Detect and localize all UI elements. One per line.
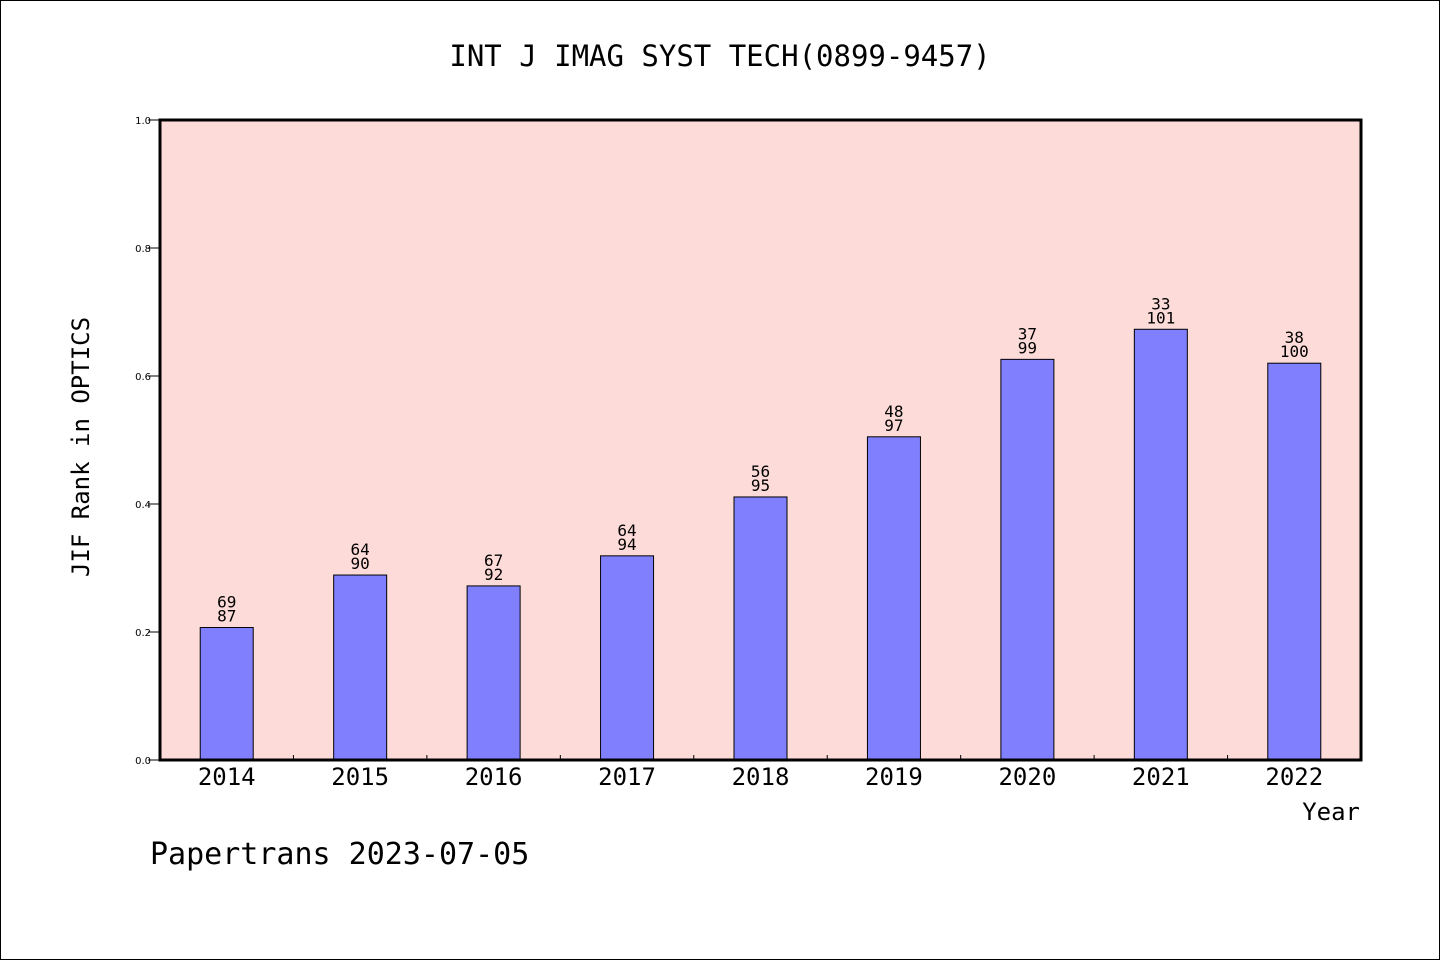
x-tick-label-2014: 2014: [198, 763, 256, 791]
bar-2014: [199, 627, 254, 761]
x-tick-label-2016: 2016: [465, 763, 523, 791]
bar-2021: [1133, 328, 1188, 761]
total-label-2016: 92: [484, 565, 503, 584]
x-tick-label-2021: 2021: [1132, 763, 1190, 791]
y-tick-label: 0.0: [135, 756, 151, 767]
bar-2020: [1000, 358, 1055, 761]
rank-label-2017: 64: [617, 521, 636, 540]
y-tick-label: 0.4: [135, 500, 151, 511]
footer-text: Papertrans 2023-07-05: [150, 837, 529, 872]
y-tick-label: 1.0: [135, 116, 151, 127]
rank-label-2022: 38: [1285, 328, 1304, 347]
rank-label-2020: 37: [1018, 324, 1037, 343]
bar-2022: [1267, 362, 1322, 761]
bar-2015: [333, 574, 388, 761]
rank-label-2021: 33: [1151, 294, 1170, 313]
y-tick-label: 0.8: [135, 244, 151, 255]
bar-2019: [866, 436, 921, 761]
rank-label-2018: 56: [751, 462, 770, 481]
bar-2017: [600, 555, 655, 761]
rank-label-2019: 48: [884, 402, 903, 421]
x-tick-label-2019: 2019: [865, 763, 923, 791]
total-label-2019: 97: [884, 416, 903, 435]
x-tick-label-2015: 2015: [331, 763, 389, 791]
x-axis-label: Year: [1302, 798, 1360, 826]
total-label-2021: 101: [1146, 308, 1175, 327]
total-label-2020: 99: [1018, 338, 1037, 357]
rank-label-2015: 64: [351, 540, 370, 559]
plot-border: [158, 118, 1363, 762]
rank-label-2014: 69: [217, 593, 236, 612]
bars-group: [199, 328, 1322, 761]
rank-label-2016: 67: [484, 551, 503, 570]
y-tick-label: 0.2: [135, 628, 151, 639]
total-label-2022: 100: [1280, 342, 1309, 361]
chart-title: INT J IMAG SYST TECH(0899-9457): [449, 39, 990, 73]
x-tick-label-2020: 2020: [998, 763, 1056, 791]
x-tick-label-2022: 2022: [1265, 763, 1323, 791]
bar-2018: [733, 496, 788, 761]
bar-2016: [466, 585, 521, 761]
x-tick-label-2018: 2018: [732, 763, 790, 791]
total-label-2015: 90: [351, 554, 370, 573]
x-tick-label-2017: 2017: [598, 763, 656, 791]
y-axis-label: JIF Rank in OPTICS: [67, 317, 95, 577]
x-axis: 2014 2015 2016 2017 2018 2019 2020 2021 2022: [198, 755, 1323, 791]
total-label-2014: 87: [217, 607, 236, 626]
total-label-2018: 95: [751, 476, 770, 495]
y-axis: 0.0 0.2 0.4 0.6 0.8 1.0: [135, 116, 160, 767]
total-label-2017: 94: [617, 535, 636, 554]
y-tick-label: 0.6: [135, 372, 151, 383]
